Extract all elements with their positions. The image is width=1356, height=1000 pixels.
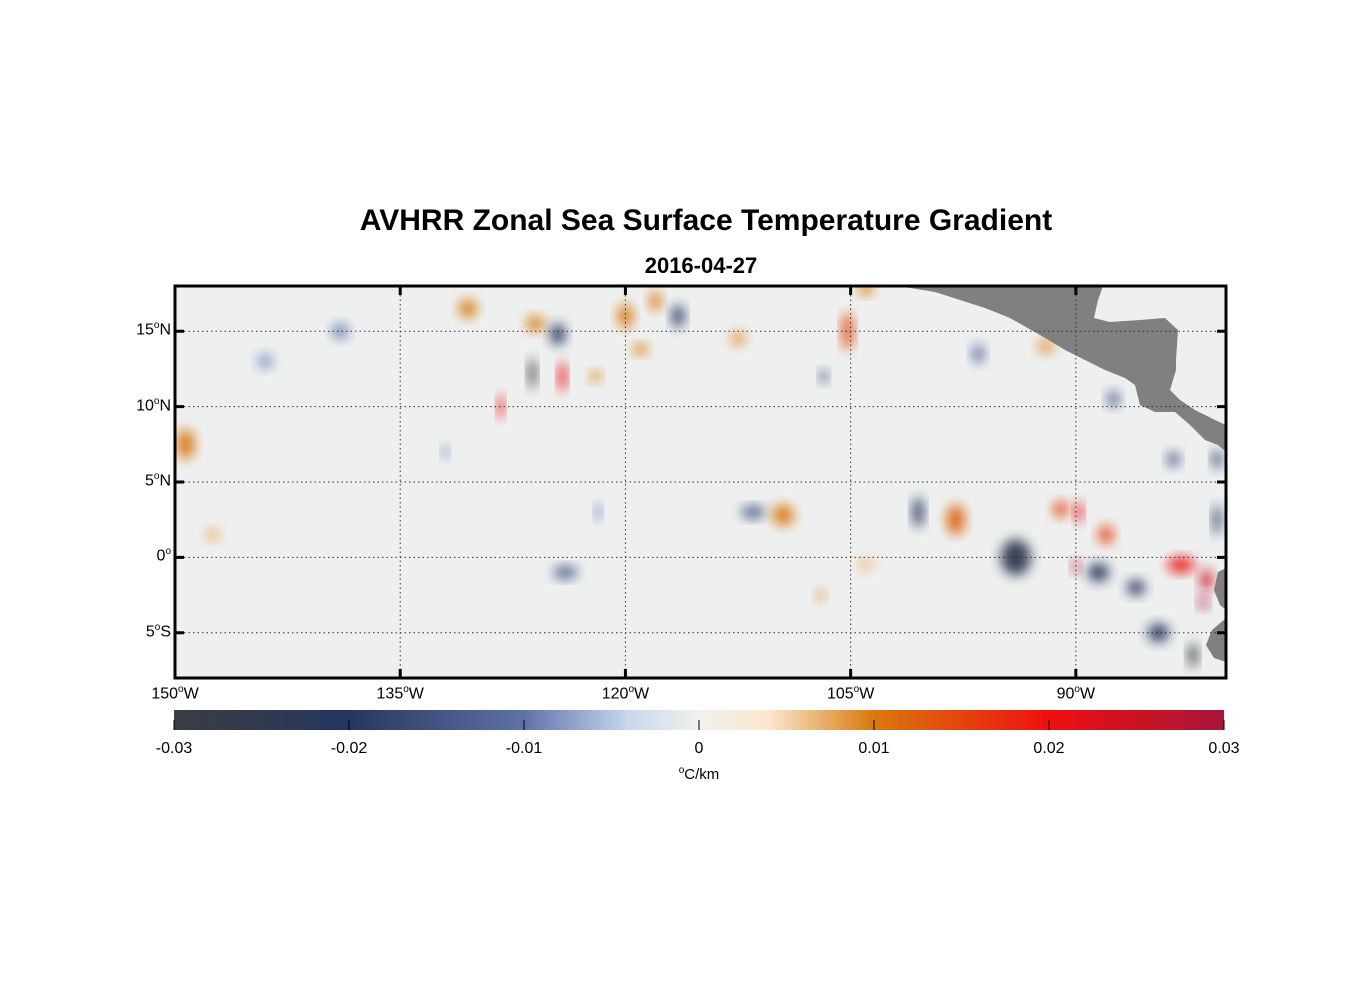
gradient-feature	[1147, 623, 1169, 642]
gradient-feature	[526, 316, 545, 332]
longitude-label: 105oW	[826, 684, 875, 703]
colorbar	[173, 710, 1225, 730]
gradient-feature	[205, 528, 221, 541]
gradient-feature	[176, 429, 195, 460]
gradient-feature	[730, 331, 746, 347]
gradient-feature	[972, 344, 985, 363]
colorbar-tick-label: 0.01	[858, 740, 890, 757]
gradient-feature	[741, 506, 766, 519]
gradient-feature	[1212, 450, 1222, 469]
land-mask	[898, 286, 1226, 662]
colorbar-tick-label: 0.02	[1033, 740, 1065, 757]
gradient-feature	[816, 589, 826, 602]
chart-title: AVHRR Zonal Sea Surface Temperature Grad…	[359, 204, 1053, 237]
latitude-label: 5oN	[144, 471, 171, 490]
map-frame	[173, 284, 1228, 680]
gradient-feature	[257, 353, 273, 369]
gradient-feature	[617, 304, 633, 329]
gradient-feature	[946, 504, 965, 535]
gradient-feature	[1167, 451, 1180, 467]
gradient-feature	[1098, 525, 1114, 544]
south-america-land	[1206, 568, 1226, 662]
gradient-feature	[558, 361, 567, 392]
gradient-feature	[442, 445, 449, 458]
central-america-land	[898, 286, 1226, 452]
longitude-label: 150oW	[151, 684, 199, 703]
gradient-feature	[550, 323, 566, 345]
colorbar-tick-label: 0	[694, 740, 704, 757]
gradient-feature	[1213, 504, 1221, 535]
latitude-label: 0o	[156, 546, 171, 565]
gradient-feature	[819, 370, 828, 383]
gradient-field	[176, 286, 1222, 668]
gradient-feature	[772, 504, 794, 526]
longitude-label: 120oW	[601, 684, 650, 703]
gradient-feature	[528, 358, 537, 389]
colorbar-tick-label: -0.01	[505, 740, 543, 757]
gradient-feature	[1198, 596, 1208, 609]
gradient-feature	[332, 323, 348, 339]
gradient-feature	[1200, 569, 1213, 591]
longitude-label: 90oW	[1056, 684, 1096, 703]
colorbar-tick-label: -0.02	[330, 740, 368, 757]
gradient-feature	[912, 497, 924, 528]
gradient-feature	[1087, 563, 1109, 582]
gradient-feature	[858, 557, 874, 573]
gradient-feature	[1053, 501, 1069, 517]
gradient-feature	[632, 344, 648, 355]
gradient-feature	[1000, 539, 1031, 576]
gradient-feature	[1107, 391, 1120, 407]
gradient-feature	[458, 299, 477, 318]
gradient-feature	[590, 371, 601, 382]
gradient-feature	[595, 504, 602, 520]
longitude-label: 135oW	[376, 684, 424, 703]
gradient-feature	[858, 286, 874, 296]
gradient-feature	[1126, 580, 1145, 596]
chart-subtitle: 2016-04-27	[644, 253, 758, 278]
gradient-feature	[497, 394, 504, 419]
gradient-feature	[1188, 643, 1198, 668]
gradient-feature	[553, 566, 578, 579]
gradient-feature	[1036, 338, 1055, 354]
gradient-feature	[649, 292, 662, 311]
gradient-feature	[1075, 501, 1083, 523]
gradient-feature	[671, 304, 684, 328]
gradient-feature	[1167, 557, 1195, 573]
colorbar-tick-label: -0.03	[155, 740, 193, 757]
colorbar-unit: oC/km	[678, 765, 720, 783]
latitude-label: 5oS	[145, 621, 171, 641]
colorbar-tick-label: 0.03	[1208, 740, 1240, 757]
latitude-label: 10oN	[136, 395, 171, 414]
latitude-label: 15oN	[136, 320, 171, 339]
